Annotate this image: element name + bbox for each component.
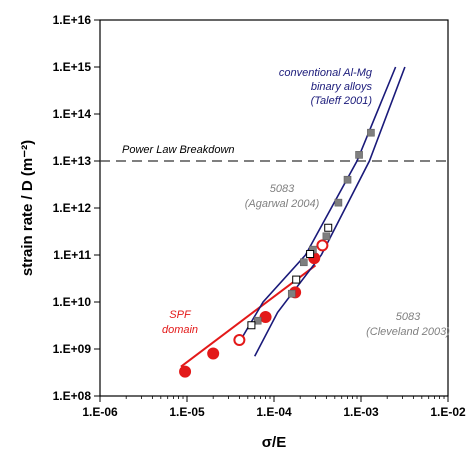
y-tick-label: 1.E+08 bbox=[53, 389, 92, 403]
y-tick-label: 1.E+11 bbox=[53, 248, 91, 262]
data-point-filled-square bbox=[322, 232, 331, 241]
annotation-text: (Cleveland 2003) bbox=[366, 326, 450, 338]
y-tick-label: 1.E+10 bbox=[53, 295, 92, 309]
data-point-filled-square bbox=[367, 128, 375, 137]
data-point-open-square bbox=[324, 223, 333, 232]
annotation-text: (Taleff 2001) bbox=[311, 95, 373, 107]
x-tick-label: 1.E-03 bbox=[343, 405, 379, 419]
data-points bbox=[179, 128, 375, 378]
y-axis-title: strain rate / D (m⁻²) bbox=[19, 140, 36, 276]
data-point-filled-square bbox=[334, 198, 343, 207]
data-point-open-circle bbox=[316, 239, 329, 252]
annotation-text: 5083 bbox=[270, 183, 295, 195]
data-point-filled-circle bbox=[207, 347, 220, 360]
x-axis-title: σ/E bbox=[262, 434, 286, 451]
data-point-filled-square bbox=[253, 316, 262, 325]
annotation-text: domain bbox=[162, 324, 198, 336]
x-tick-label: 1.E-04 bbox=[256, 405, 292, 419]
annotation-text: binary alloys bbox=[311, 81, 373, 93]
annotation-text: (Agarwal 2004) bbox=[245, 198, 320, 210]
x-tick-label: 1.E-06 bbox=[82, 405, 118, 419]
data-point-open-square bbox=[247, 321, 256, 330]
data-point-filled-square bbox=[355, 151, 363, 159]
y-tick-label: 1.E+13 bbox=[53, 154, 92, 168]
axes bbox=[94, 19, 449, 402]
data-point-filled-square bbox=[299, 258, 308, 267]
data-point-filled-circle bbox=[259, 310, 272, 323]
y-tick-label: 1.E+14 bbox=[53, 107, 92, 121]
y-tick-label: 1.E+15 bbox=[53, 60, 92, 74]
data-point-open-square bbox=[306, 250, 315, 259]
data-point-open-square bbox=[292, 275, 301, 284]
data-point-filled-circle bbox=[179, 365, 192, 378]
x-tick-label: 1.E-02 bbox=[430, 405, 466, 419]
annotation-text: SPF bbox=[169, 309, 192, 321]
data-point-filled-square bbox=[343, 175, 352, 184]
fit-line-conventional-right bbox=[253, 66, 406, 357]
power-law-breakdown-label: Power Law Breakdown bbox=[122, 144, 235, 156]
y-tick-label: 1.E+16 bbox=[53, 13, 92, 27]
chart-labels: 1.E-06 1.E-05 1.E-04 1.E-03 1.E-02 1.E+08 1.E+… bbox=[19, 13, 466, 451]
x-tick-label: 1.E-05 bbox=[169, 405, 205, 419]
y-tick-label: 1.E+12 bbox=[53, 201, 92, 215]
annotation-text: conventional Al-Mg bbox=[279, 67, 373, 79]
data-point-filled-square bbox=[287, 289, 296, 298]
annotation-text: 5083 bbox=[396, 311, 421, 323]
data-point-open-circle bbox=[233, 334, 246, 347]
y-tick-label: 1.E+09 bbox=[53, 342, 92, 356]
